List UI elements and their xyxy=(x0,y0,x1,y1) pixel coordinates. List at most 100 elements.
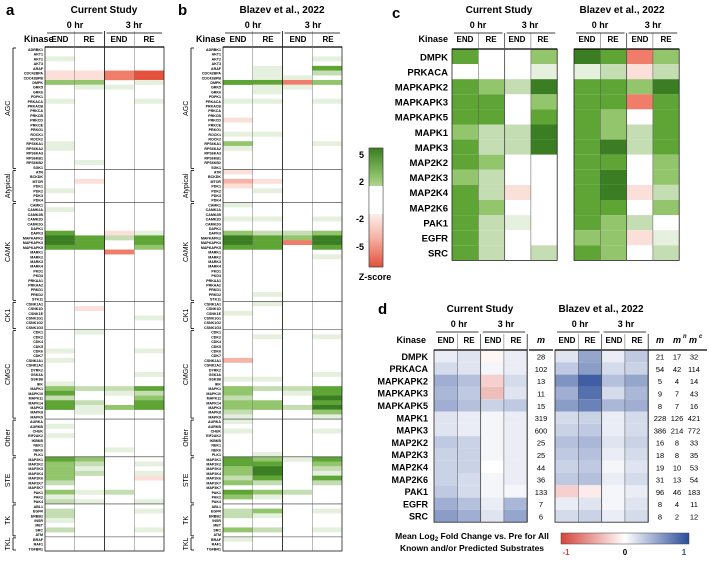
panel-c-time-3-right: 3 hr xyxy=(645,20,662,30)
panel-c-left-cell-mapkapk2-1 xyxy=(452,79,479,95)
panel-b-kinase-label: AKT2 xyxy=(212,57,221,61)
panel-b-cell-pdk2-2 xyxy=(252,188,283,194)
panel-b-cell-pdk1-1 xyxy=(223,183,253,189)
panel-d-mc-blazev: 53 xyxy=(690,463,698,472)
panel-a-cell-map2k6-1 xyxy=(45,475,75,481)
panel-a-kinase-label: PLK1 xyxy=(34,453,43,457)
panel-c-left-cell-mapk1-4 xyxy=(530,124,558,140)
panel-b-cell-mtor-1 xyxy=(223,178,253,184)
panel-a-kinase-label: PRKCE xyxy=(30,123,43,127)
panel-a-title: Current Study xyxy=(71,5,138,16)
panel-a-kinase-label: MAPK10 xyxy=(28,392,43,396)
panel-d-mc-blazev: 32 xyxy=(690,353,698,362)
panel-c-right-cell-prkaca-3 xyxy=(626,64,653,80)
panel-b-cell-camk2d-1 xyxy=(223,216,253,222)
panel-b-cell-camk2d-2 xyxy=(252,216,283,222)
panel-a-kinase-label: MAPKAPK5 xyxy=(23,246,43,250)
panel-c-left-cell-mapk1-1 xyxy=(452,124,479,140)
panel-d-m-header-2: m xyxy=(656,335,664,345)
panel-a-kinase-label: DYRK2 xyxy=(31,368,43,372)
panel-d-m-current: 600 xyxy=(535,426,548,435)
panel-a-cell-src-4 xyxy=(134,527,164,533)
panel-d-right-cell-prkaca-3 xyxy=(601,362,625,375)
panel-d-col-2: RE xyxy=(463,336,475,345)
panel-a-kinase-label: PDK3 xyxy=(33,194,43,198)
panel-d-right-cell-mapk1-4 xyxy=(624,411,649,424)
panel-a-cell-map2k4-4 xyxy=(134,470,164,476)
panel-a-cell-grk5-2 xyxy=(74,84,105,90)
panel-c-right-cell-mapk1-3 xyxy=(626,124,653,140)
panel-b-kinase-label: EIF2AK2 xyxy=(206,434,221,438)
panel-a-kinase-label: MAPKAPK2 xyxy=(23,236,43,240)
panel-c-left-cell-prkaca-2 xyxy=(478,64,505,80)
panel-b-time-0: 0 hr xyxy=(245,20,262,30)
panel-b-kinase-label: CSNK1G1 xyxy=(204,316,221,320)
panel-a-kinase-label: CDK5 xyxy=(33,345,43,349)
panel-d-left-cell-pak1-2 xyxy=(457,485,481,498)
panel-c-right-cell-mapkapk3-1 xyxy=(574,94,601,110)
panel-d-mn-blazev: 2 xyxy=(675,512,679,521)
panel-b-cell-src-1 xyxy=(223,527,253,533)
panel-a-cell-mapk8-2 xyxy=(74,409,105,415)
panel-b-col-2: RE xyxy=(262,35,274,44)
panel-b-cell-map2k7-2 xyxy=(252,480,283,486)
panel-c-right-cell-mapkapk5-3 xyxy=(626,109,653,125)
panel-d-right-cell-dmpk-1 xyxy=(555,350,579,363)
panel-b-cell-mapkapk2-4 xyxy=(312,235,342,241)
panel-a-kinase-label: PRKCB xyxy=(30,114,43,118)
panel-a-kinase-label: CSNK2A1 xyxy=(26,359,43,363)
panel-d-m-current: 15 xyxy=(537,402,545,411)
panel-a-cell-dmpk-4 xyxy=(134,79,164,85)
panel-b-kinase-label: MARK1 xyxy=(208,251,221,255)
panel-b-cell-mapk9-1 xyxy=(223,414,253,420)
panel-b-kinase-label: MAPKAPK5 xyxy=(201,246,221,250)
panel-d-right-cell-mapk3-2 xyxy=(578,423,602,437)
panel-b-cell-csnk1e-1 xyxy=(223,310,253,316)
panel-b-kinase-header: Kinase xyxy=(196,34,226,44)
panel-b-cell-egfr-4 xyxy=(312,508,342,514)
panel-b-cell-mapk10-4 xyxy=(312,390,342,396)
panel-c-left-cell-prkaca-1 xyxy=(452,64,479,80)
panel-a-cell-cdc42bpa-1 xyxy=(45,70,75,76)
panel-b-cell-mapk8-4 xyxy=(312,409,342,415)
panel-a-kinase-label: CAMK1 xyxy=(30,203,43,207)
panel-b-kinase-label: MAP2K7 xyxy=(206,481,221,485)
panel-b-cell-braf-1 xyxy=(223,536,253,542)
panel-b-kinase-label: MAPK3 xyxy=(208,406,221,410)
panel-a-kinase-label: MAP2K7 xyxy=(28,481,43,485)
panel-b-cell-prkcd-1 xyxy=(223,117,253,123)
panel-a-col-2: RE xyxy=(83,35,95,44)
panel-c-left-cell-mapk3-1 xyxy=(452,139,479,155)
panel-b-kinase-label: GSK3A xyxy=(209,373,222,377)
panel-a-cell-gsk3a-4 xyxy=(134,372,164,377)
panel-b-cell-dmpk-1 xyxy=(223,79,253,85)
panel-b-cell-mapkapk2-3 xyxy=(282,235,313,241)
panel-a-cell-eif2ak2-1 xyxy=(45,433,75,439)
panel-b-cell-mapk1-4 xyxy=(312,386,342,392)
panel-a-group-label: CMGC xyxy=(5,364,12,385)
panel-b-cell-mapk10-1 xyxy=(223,390,253,396)
panel-a-kinase-label: CSNK1A1 xyxy=(26,302,43,306)
panel-d-left-cell-map2k4-1 xyxy=(434,460,458,473)
panel-b-cell-map2k4-2 xyxy=(252,470,283,476)
panel-a-cell-map2k2-2 xyxy=(74,461,105,467)
panel-b-kinase-label: PRKAA2 xyxy=(206,284,221,288)
panel-b-cell-chuk-4 xyxy=(312,428,342,434)
panel-b-kinase-label: CAMK2D xyxy=(206,218,222,222)
panel-a-cell-pak1-1 xyxy=(45,489,75,495)
panel-b-kinase-label: CDC42BPA xyxy=(202,72,222,76)
panel-a-cell-map2k4-1 xyxy=(45,470,75,476)
panel-a-kinase-label: DAPK3 xyxy=(31,232,43,236)
panel-d-m-blazev: 19 xyxy=(656,463,664,472)
panel-d-mc-blazev: 16 xyxy=(690,402,698,411)
panel-b-cell-mapkapk3-1 xyxy=(223,240,253,246)
panel-b-kinase-label: MAP2K4 xyxy=(206,472,221,476)
panel-d-right-cell-src-2 xyxy=(578,509,602,523)
panel-a-cell-mapk1-4 xyxy=(134,386,164,392)
panel-c-col-8: RE xyxy=(660,35,672,44)
panel-d-right-cell-src-4 xyxy=(624,509,649,523)
panel-a-cell-dmpk-1 xyxy=(45,79,75,85)
panel-a-cell-mapkapk3-4 xyxy=(134,240,164,246)
panel-a-kinase-label: CAMK2D xyxy=(28,218,44,222)
panel-c-left-cell-map2k2-3 xyxy=(504,154,531,170)
